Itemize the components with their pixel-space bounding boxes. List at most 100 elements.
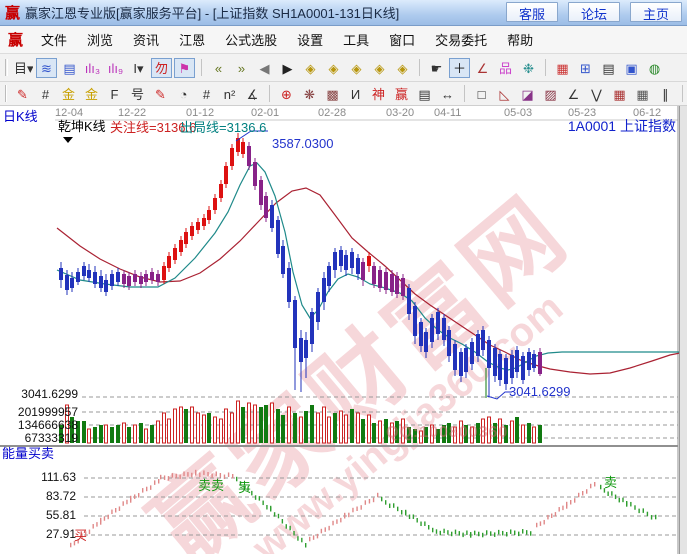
- attention-line-value: 关注线=3136.6: [110, 120, 197, 135]
- indicator-axis-label: 27.91: [45, 527, 76, 541]
- app-logo-icon: 赢: [5, 5, 21, 22]
- home-button[interactable]: 主页: [629, 1, 682, 22]
- indicator-name-dropdown[interactable]: 乾坤K线: [58, 119, 106, 134]
- toolbar-grip[interactable]: [5, 85, 7, 102]
- vertical-scrollbar[interactable]: [679, 106, 687, 554]
- move-left-right-icon[interactable]: ◈: [328, 60, 339, 76]
- menu-window[interactable]: 窗口: [389, 33, 416, 48]
- fan-square-2-icon[interactable]: ▨: [544, 86, 557, 102]
- toolbar-separator: [545, 59, 546, 76]
- forum-button[interactable]: 论坛: [567, 1, 620, 22]
- volume-bars-group: [59, 400, 542, 444]
- menu-news[interactable]: 资讯: [133, 33, 160, 48]
- menu-tools[interactable]: 工具: [343, 33, 370, 48]
- move-left-icon[interactable]: ◈: [351, 60, 362, 76]
- gann-grid-icon[interactable]: #: [41, 86, 50, 102]
- fibonacci-grid-icon[interactable]: F: [110, 86, 119, 102]
- menu-trade[interactable]: 交易委托: [435, 33, 488, 48]
- n-shape-icon[interactable]: И: [350, 86, 361, 102]
- square-n2-icon[interactable]: n²: [223, 86, 236, 102]
- crosshair-icon[interactable]: ＋: [449, 57, 470, 78]
- candle-style-dropdown-icon[interactable]: I▾: [133, 60, 144, 76]
- move-all-icon[interactable]: ◈: [397, 60, 408, 76]
- trend-wave-icon[interactable]: ≋: [36, 57, 57, 78]
- customer-service-button[interactable]: 客服: [505, 1, 558, 22]
- gann-target-icon[interactable]: ⊕: [281, 86, 292, 102]
- drag-hand-icon[interactable]: ☛: [430, 60, 443, 76]
- x-axis-date-label: 04-11: [434, 107, 462, 119]
- last-page-icon[interactable]: »: [237, 60, 246, 76]
- gridlines-group: [0, 106, 679, 554]
- shen-grid-icon[interactable]: 神: [371, 86, 385, 102]
- toolbar-separator: [269, 85, 270, 102]
- kline-period-dropdown-icon[interactable]: 目▾: [14, 60, 34, 76]
- gann-grid-tool-icon[interactable]: 品: [498, 60, 512, 76]
- gann-gold-grid-icon[interactable]: 金: [61, 86, 75, 102]
- wave-brain-icon[interactable]: ❉: [523, 60, 534, 76]
- indicator-axis-label: 111.63: [41, 470, 76, 484]
- gann-square-icon[interactable]: ▩: [326, 86, 339, 102]
- ruler-grid-icon[interactable]: ▤: [418, 86, 431, 102]
- x-axis-date-label: 01-12: [186, 107, 215, 119]
- x-axis-date-label: 02-01: [251, 107, 280, 119]
- signal-sell-2-label: 卖: [604, 475, 618, 490]
- signal-sell-sell-label: 卖卖: [198, 478, 225, 493]
- fan-line-icon[interactable]: ◺: [499, 86, 510, 102]
- signal-sell-label: 卖: [238, 480, 252, 495]
- volume-axis-label: 67333319: [24, 431, 78, 445]
- parallel-lines-icon[interactable]: ∥: [662, 86, 669, 102]
- gann-formula-icon[interactable]: 勿: [151, 57, 172, 78]
- x-axis-date-label: 06-12: [633, 107, 662, 119]
- next-bar-icon[interactable]: ▶: [282, 60, 293, 76]
- export-chart-icon[interactable]: ◍: [648, 60, 661, 76]
- trend-line-icon[interactable]: ∠: [476, 60, 489, 76]
- menu-gann[interactable]: 江恩: [179, 33, 206, 48]
- move-up-down-icon[interactable]: ◈: [374, 60, 385, 76]
- menu-formula-stock-pick[interactable]: 公式选股: [225, 33, 278, 48]
- fan-square-icon[interactable]: ◪: [521, 86, 534, 102]
- toolbar-main: 目▾ ≋ ▤ ılı₃ ılı₉ I▾ 勿 ⚑ « » ◀ ▶ ◈ ◈ ◈ ◈ ◈ ☛ ＋ ∠ 品 ❉ ▦ ⊞ ▤ ▣ ◍: [0, 54, 687, 82]
- bar-chart-3-icon[interactable]: ılı₃: [84, 60, 101, 76]
- menu-settings[interactable]: 设置: [297, 33, 324, 48]
- bar-chart-9-icon[interactable]: ılı₉: [107, 60, 124, 76]
- gann-gold-grid-2-icon[interactable]: 金: [84, 86, 98, 102]
- angle-lines-icon[interactable]: ∠: [567, 86, 580, 102]
- kline-chart-canvas[interactable]: [0, 106, 687, 554]
- time-cycle-icon[interactable]: ◔: [179, 86, 188, 102]
- panel2-title: 能量买卖: [2, 446, 55, 461]
- menu-file[interactable]: 文件: [41, 33, 68, 48]
- hao-grid-icon[interactable]: 号: [130, 86, 144, 102]
- indicator-axis-label: 83.72: [45, 489, 76, 503]
- toolbar-separator: [419, 59, 420, 76]
- time-grid-icon[interactable]: ▦: [636, 86, 649, 102]
- window-title: 赢家江恩专业版[赢家服务平台] - [上证指数 SH1A0001-131日K线]: [25, 6, 400, 21]
- draw-pen-icon[interactable]: ✎: [17, 86, 28, 102]
- panel1-title: 日K线: [3, 109, 38, 124]
- move-right-icon[interactable]: ◈: [305, 60, 316, 76]
- calendar-icon[interactable]: ▦: [556, 60, 569, 76]
- save-icon[interactable]: ▣: [625, 60, 638, 76]
- oscillator-group: [70, 469, 657, 548]
- rect-tool-icon[interactable]: □: [477, 86, 486, 102]
- first-page-icon[interactable]: «: [214, 60, 223, 76]
- menu-help[interactable]: 帮助: [507, 33, 534, 48]
- notes-icon[interactable]: ▤: [602, 60, 615, 76]
- prev-bar-icon[interactable]: ◀: [259, 60, 270, 76]
- price-grid-icon[interactable]: ▦: [613, 86, 626, 102]
- indicator-axis-label: 55.81: [45, 508, 76, 522]
- info-document-icon[interactable]: ▤: [63, 60, 76, 76]
- volume-axis-label: 201999957: [17, 405, 78, 419]
- mark-pen-icon[interactable]: ✎: [155, 86, 166, 102]
- plain-grid-icon[interactable]: #: [202, 86, 211, 102]
- gann-wheel-icon[interactable]: ❋: [304, 86, 315, 102]
- measure-width-icon[interactable]: ↔: [441, 86, 454, 102]
- angle-tool-icon[interactable]: ∡: [246, 86, 259, 102]
- color-kline-icon[interactable]: ⚑: [174, 57, 195, 78]
- dropdown-arrow-icon[interactable]: [63, 137, 73, 143]
- toolbar-grip[interactable]: [5, 59, 8, 76]
- menu-browse[interactable]: 浏览: [87, 33, 114, 48]
- low-price-annotation: 3041.6299: [509, 384, 571, 399]
- ying-grid-icon[interactable]: 赢: [394, 86, 408, 102]
- zigzag-icon[interactable]: ⋁: [591, 86, 602, 102]
- calculator-icon[interactable]: ⊞: [580, 60, 591, 76]
